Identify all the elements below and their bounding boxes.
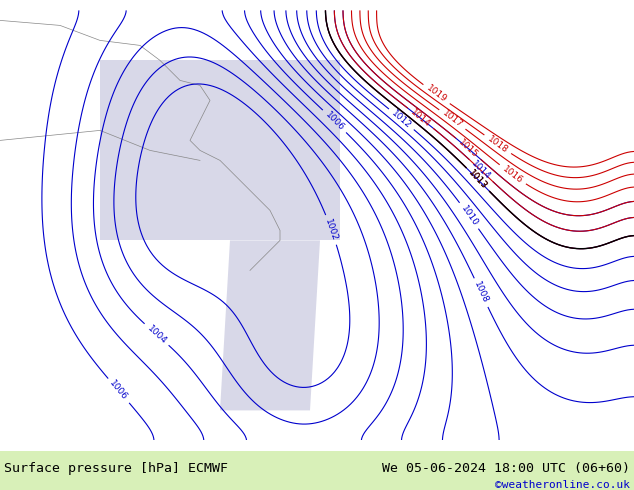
Text: 1002: 1002: [323, 218, 339, 242]
Text: 1010: 1010: [459, 204, 479, 228]
Text: 1018: 1018: [486, 134, 510, 155]
Text: 1013: 1013: [467, 168, 489, 191]
Text: 1017: 1017: [441, 109, 464, 130]
Text: Surface pressure [hPa] ECMWF: Surface pressure [hPa] ECMWF: [4, 462, 228, 475]
Polygon shape: [100, 60, 340, 241]
Text: 1013: 1013: [467, 168, 489, 191]
Text: 1006: 1006: [108, 379, 129, 402]
Polygon shape: [220, 241, 320, 411]
Text: ©weatheronline.co.uk: ©weatheronline.co.uk: [495, 480, 630, 490]
Text: 1008: 1008: [472, 280, 490, 305]
Text: 1004: 1004: [145, 323, 168, 345]
Text: 1012: 1012: [390, 108, 413, 130]
Text: 1014: 1014: [470, 159, 493, 182]
Text: 1019: 1019: [425, 84, 448, 105]
Text: We 05-06-2024 18:00 UTC (06+60): We 05-06-2024 18:00 UTC (06+60): [382, 462, 630, 475]
Text: 1014: 1014: [409, 107, 432, 129]
Text: 1006: 1006: [323, 110, 346, 133]
Text: 1015: 1015: [456, 138, 480, 160]
Text: 1016: 1016: [501, 164, 524, 185]
